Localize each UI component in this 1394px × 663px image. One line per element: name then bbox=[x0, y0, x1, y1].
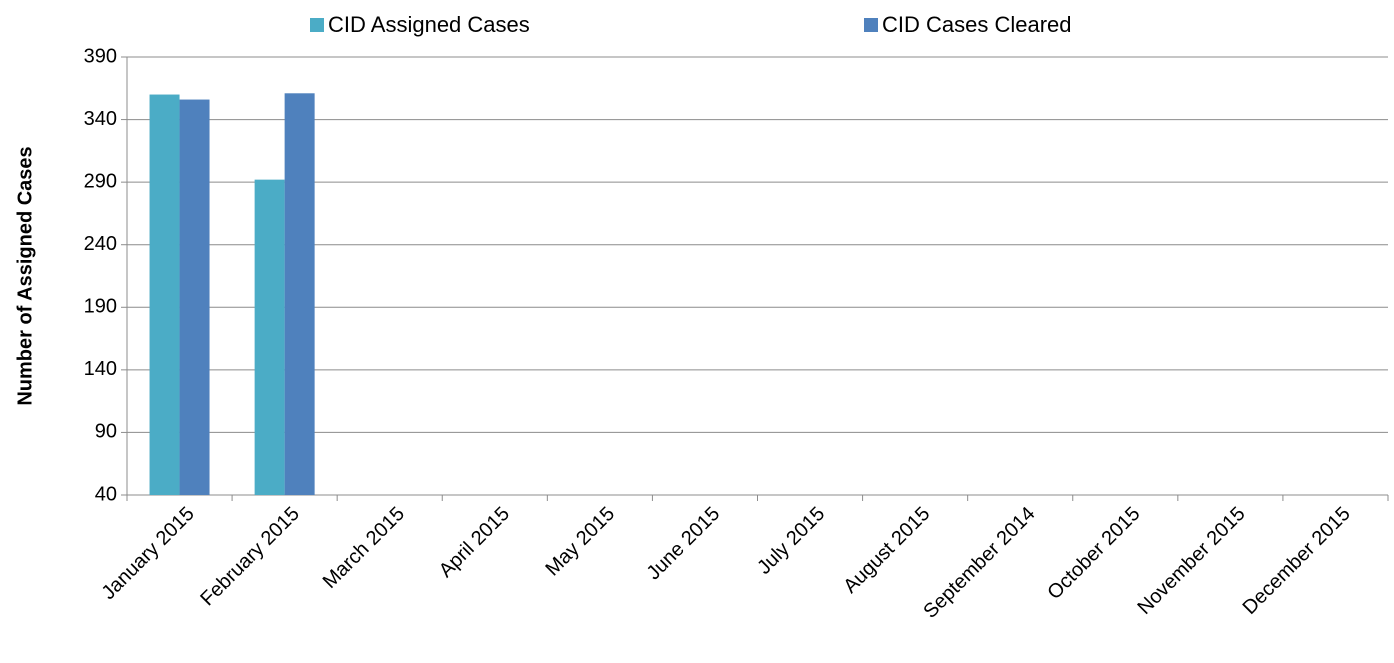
y-tick-label: 190 bbox=[84, 296, 117, 318]
y-tick-label: 140 bbox=[84, 358, 117, 380]
x-tick-label: December 2015 bbox=[1239, 503, 1355, 619]
bar bbox=[179, 99, 210, 495]
x-tick-label: July 2015 bbox=[753, 503, 829, 579]
bar bbox=[254, 179, 285, 495]
x-tick-label: September 2014 bbox=[919, 503, 1039, 623]
x-tick-label: February 2015 bbox=[196, 503, 304, 611]
x-tick-label: June 2015 bbox=[643, 503, 725, 585]
x-tick-label: May 2015 bbox=[541, 503, 619, 581]
legend-swatch bbox=[310, 18, 324, 32]
x-tick-label: April 2015 bbox=[435, 503, 514, 582]
y-axis-title: Number of Assigned Cases bbox=[14, 146, 36, 405]
y-tick-label: 90 bbox=[95, 421, 117, 443]
bar bbox=[149, 94, 180, 496]
legend-swatch bbox=[864, 18, 878, 32]
x-tick-label: January 2015 bbox=[98, 503, 199, 604]
x-tick-label: August 2015 bbox=[839, 503, 934, 598]
x-tick-label: November 2015 bbox=[1133, 503, 1249, 619]
legend-label: CID Cases Cleared bbox=[882, 12, 1072, 37]
y-tick-label: 340 bbox=[84, 108, 117, 130]
y-tick-label: 390 bbox=[84, 45, 117, 67]
y-tick-label: 240 bbox=[84, 233, 117, 255]
x-tick-label: March 2015 bbox=[319, 503, 409, 593]
bar bbox=[284, 93, 315, 495]
legend-label: CID Assigned Cases bbox=[328, 12, 530, 37]
y-tick-label: 40 bbox=[95, 483, 117, 505]
y-tick-label: 290 bbox=[84, 170, 117, 192]
x-tick-label: October 2015 bbox=[1043, 503, 1144, 604]
